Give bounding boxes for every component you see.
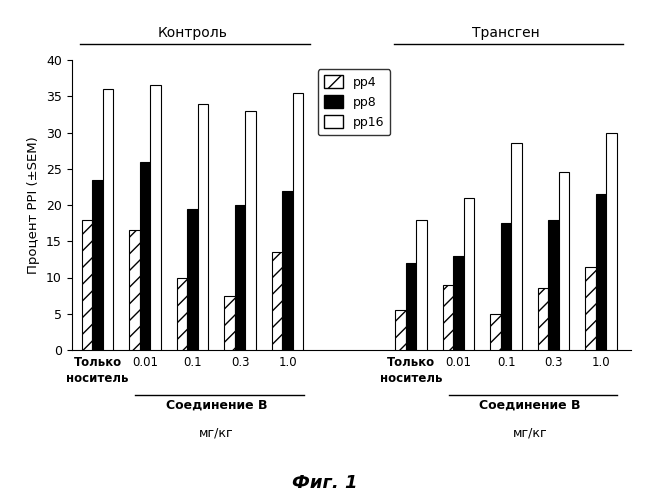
Text: 0.1: 0.1 bbox=[183, 356, 202, 370]
Legend: pp4, pp8, pp16: pp4, pp8, pp16 bbox=[318, 69, 391, 135]
Bar bbox=[549, 220, 559, 350]
Bar bbox=[140, 162, 150, 350]
Bar bbox=[150, 86, 161, 350]
Bar bbox=[453, 256, 464, 350]
Bar bbox=[292, 92, 304, 350]
Text: мг/кг: мг/кг bbox=[199, 426, 233, 440]
Bar bbox=[395, 310, 406, 350]
Bar bbox=[606, 132, 617, 350]
Text: 0.3: 0.3 bbox=[544, 356, 563, 370]
Bar bbox=[406, 263, 416, 350]
Bar bbox=[282, 190, 293, 350]
Text: Соединение B: Соединение B bbox=[479, 399, 580, 412]
Bar bbox=[464, 198, 474, 350]
Text: мг/кг: мг/кг bbox=[512, 426, 547, 440]
Text: 1.0: 1.0 bbox=[592, 356, 610, 370]
Bar bbox=[129, 230, 140, 350]
Bar bbox=[512, 144, 522, 350]
Bar bbox=[559, 172, 569, 350]
Bar bbox=[416, 220, 427, 350]
Text: 0.01: 0.01 bbox=[445, 356, 471, 370]
Text: 0.3: 0.3 bbox=[231, 356, 250, 370]
Bar bbox=[187, 208, 198, 350]
Bar bbox=[82, 220, 92, 350]
Bar bbox=[538, 288, 549, 350]
Text: Соединение B: Соединение B bbox=[166, 399, 267, 412]
Bar bbox=[586, 266, 596, 350]
Bar bbox=[443, 285, 453, 350]
Text: 1.0: 1.0 bbox=[278, 356, 297, 370]
Bar bbox=[103, 89, 113, 350]
Bar bbox=[92, 180, 103, 350]
Bar bbox=[272, 252, 282, 350]
Bar bbox=[596, 194, 606, 350]
Bar bbox=[235, 205, 245, 350]
Bar bbox=[198, 104, 208, 350]
Text: 0.01: 0.01 bbox=[132, 356, 158, 370]
Text: Фиг. 1: Фиг. 1 bbox=[292, 474, 358, 492]
Text: Только
носитель: Только носитель bbox=[66, 356, 129, 384]
Bar bbox=[490, 314, 501, 350]
Y-axis label: Процент PPI (±SEM): Процент PPI (±SEM) bbox=[27, 136, 40, 274]
Text: Трансген: Трансген bbox=[472, 26, 540, 40]
Bar bbox=[224, 296, 235, 350]
Text: Только
носитель: Только носитель bbox=[380, 356, 443, 384]
Bar bbox=[177, 278, 187, 350]
Text: Контроль: Контроль bbox=[158, 26, 227, 40]
Bar bbox=[501, 223, 512, 350]
Text: 0.1: 0.1 bbox=[497, 356, 515, 370]
Bar bbox=[245, 111, 256, 350]
